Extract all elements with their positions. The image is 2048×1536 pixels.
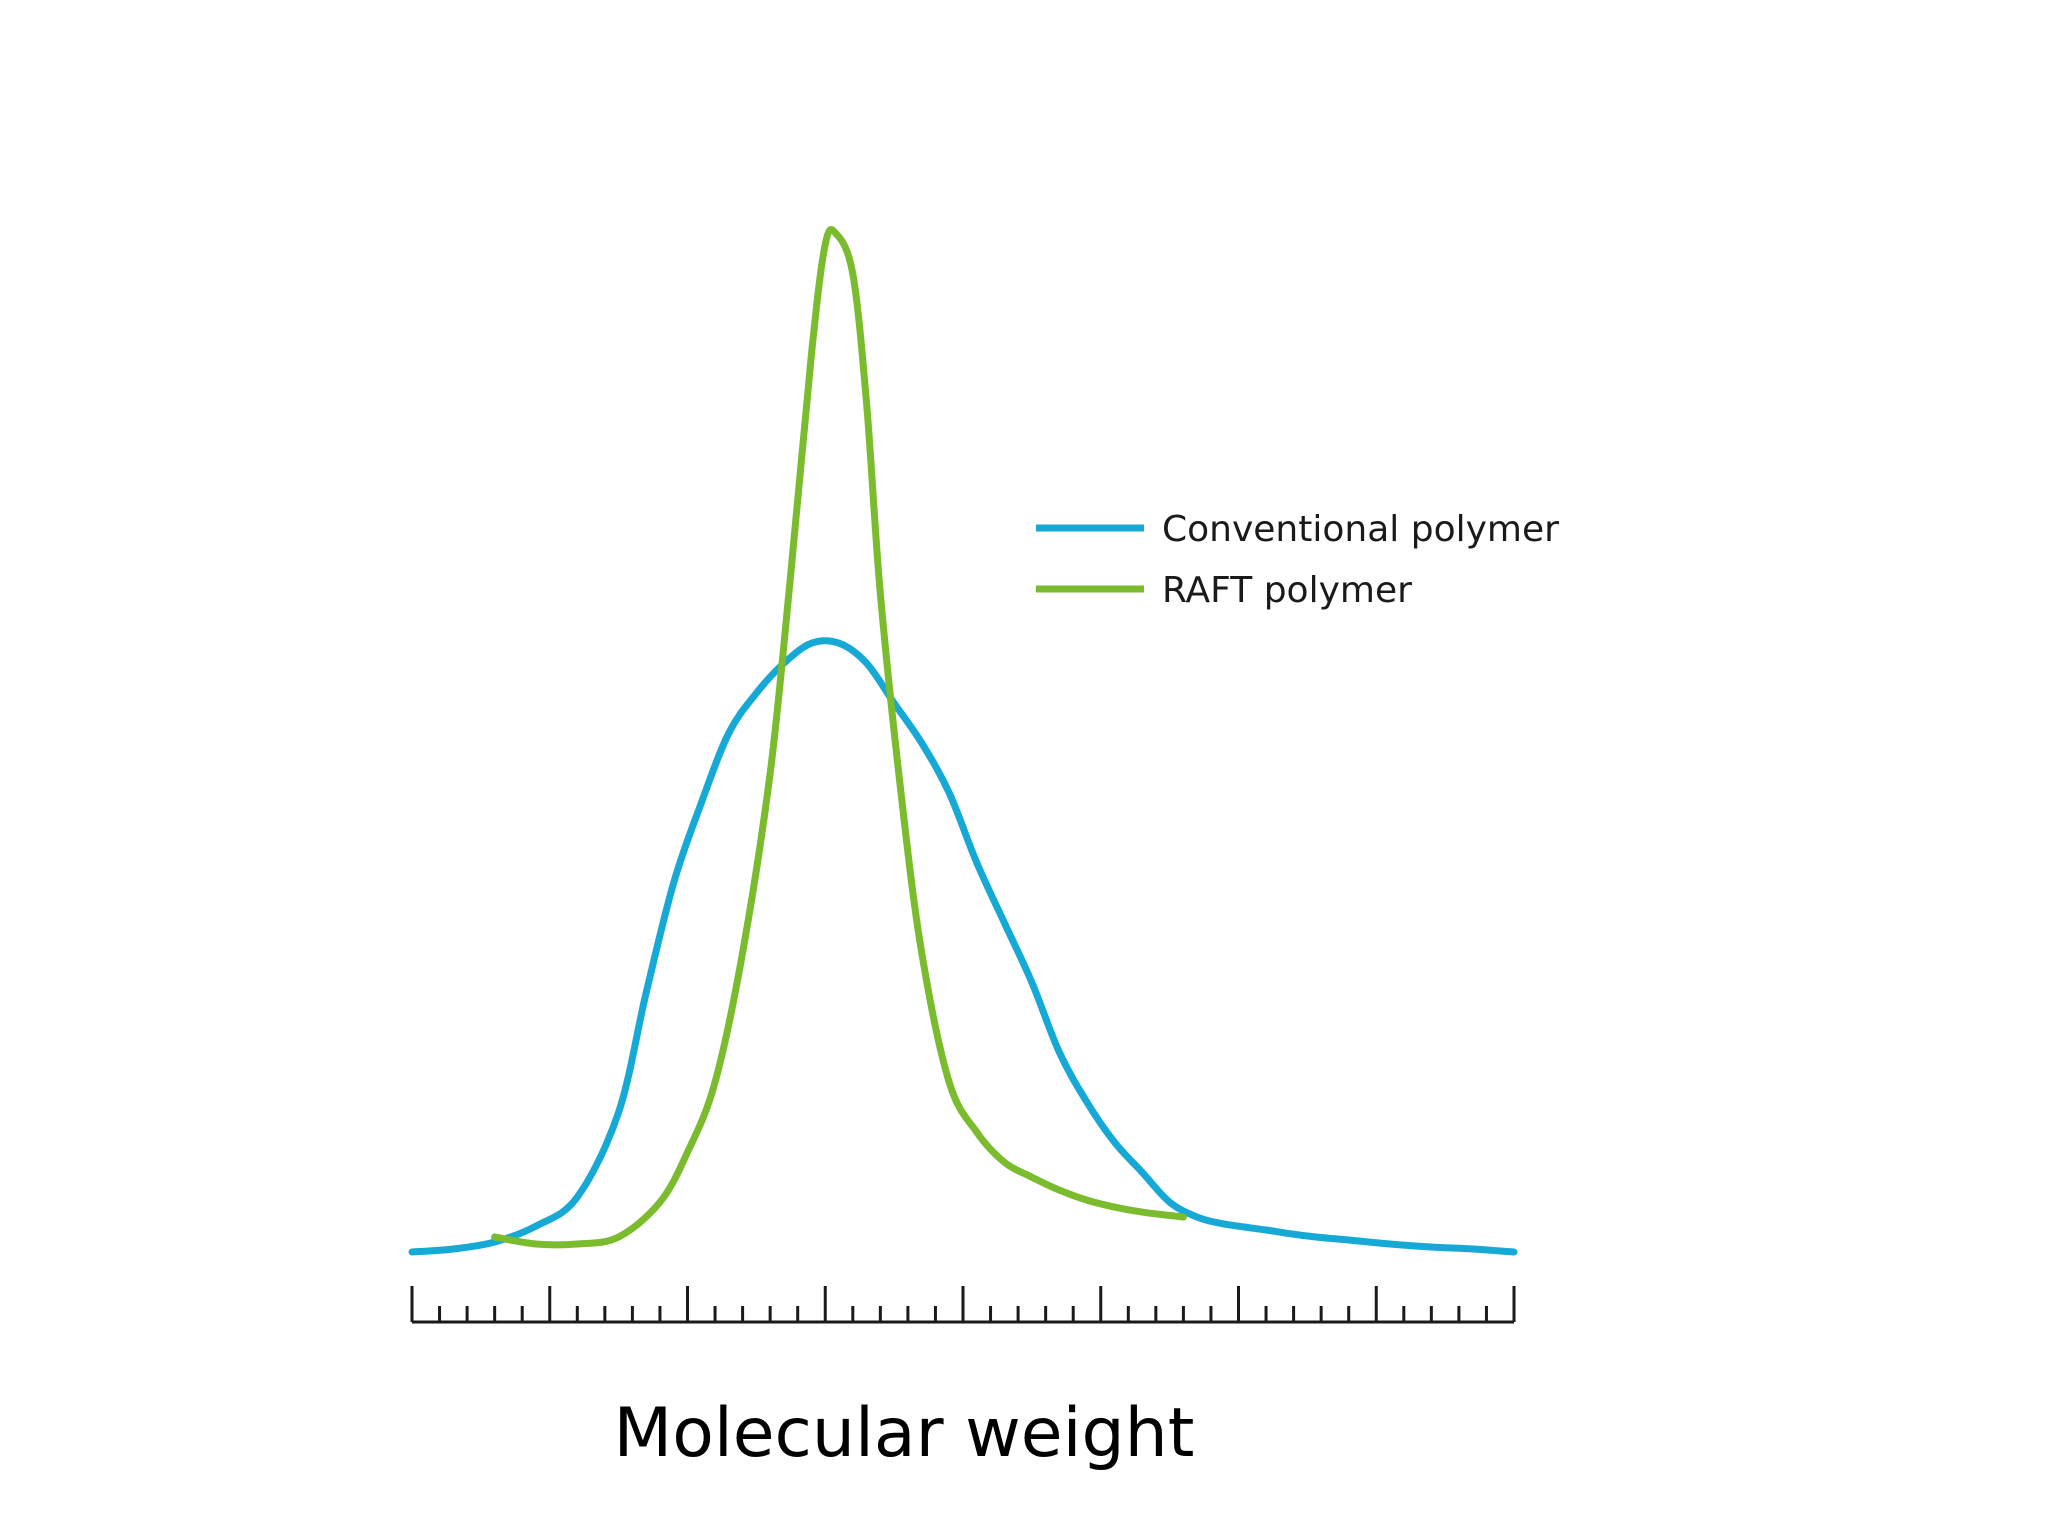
series-line-conventional <box>408 637 1518 1256</box>
x-axis-label: Molecular weight <box>614 1394 1195 1473</box>
series-line-raft <box>491 226 1187 1249</box>
legend: Conventional polymer RAFT polymer <box>1036 509 1559 611</box>
legend-label-conventional: Conventional polymer <box>1162 509 1559 550</box>
legend-label-raft: RAFT polymer <box>1162 570 1412 611</box>
x-axis <box>410 1286 1516 1324</box>
series-group <box>408 226 1518 1256</box>
